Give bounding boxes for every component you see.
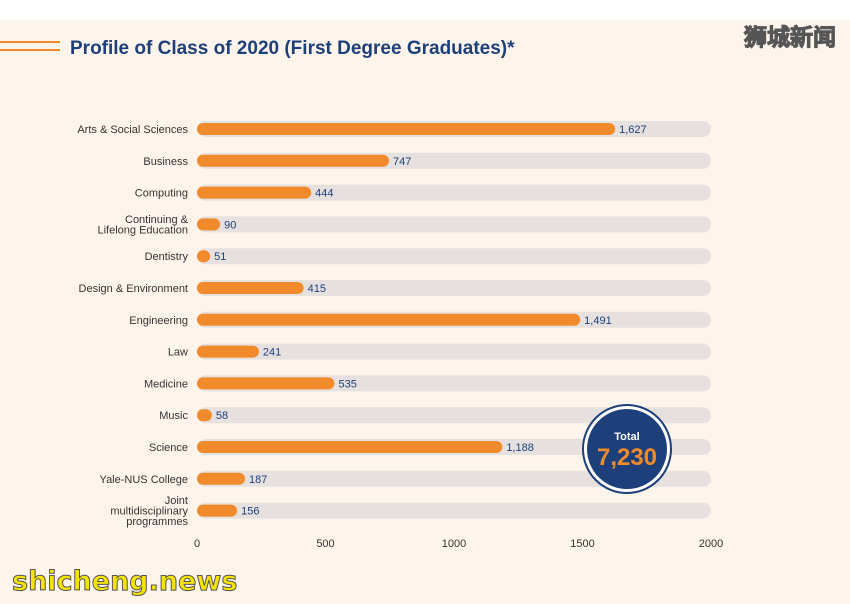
- bar: [197, 313, 581, 326]
- bar-value-label: 1,491: [584, 315, 612, 327]
- bar-value-label: 90: [224, 219, 236, 231]
- title-rule-decoration: [0, 41, 60, 57]
- bar-track: [197, 184, 711, 201]
- category-label: Medicine: [144, 378, 188, 390]
- category-label: Arts & Social Sciences: [77, 124, 188, 136]
- category-label: Science: [149, 442, 188, 454]
- category-label: Continuing &: [125, 214, 189, 226]
- category-label: Computing: [135, 188, 188, 200]
- bar: [197, 472, 246, 485]
- bar-value-label: 187: [249, 474, 267, 486]
- x-tick-label: 0: [194, 538, 200, 550]
- bar-track: [197, 407, 711, 424]
- bar: [197, 186, 312, 199]
- bar: [197, 250, 211, 263]
- category-label: multidisciplinary: [110, 506, 188, 518]
- bar: [197, 409, 212, 422]
- category-label: Law: [168, 347, 188, 359]
- bar-track: [197, 343, 711, 360]
- bar-value-label: 51: [214, 251, 226, 263]
- page-title: Profile of Class of 2020 (First Degree G…: [70, 38, 515, 59]
- bar-value-label: 415: [308, 283, 326, 295]
- total-badge: [587, 409, 667, 489]
- bar: [197, 154, 389, 167]
- category-label: Design & Environment: [79, 283, 188, 295]
- bar-value-label: 58: [216, 410, 228, 422]
- bar: [197, 345, 259, 358]
- category-label: Lifelong Education: [97, 225, 188, 237]
- x-tick-label: 2000: [699, 538, 723, 550]
- watermark-top: 狮城新闻: [744, 25, 837, 52]
- bar: [197, 377, 335, 390]
- bar-value-label: 535: [338, 378, 356, 390]
- bar-track: [197, 502, 711, 519]
- bar: [197, 441, 503, 453]
- bar: [197, 504, 238, 517]
- category-label: Engineering: [129, 315, 188, 327]
- total-badge-value: 7,230: [597, 444, 657, 471]
- category-label: Music: [159, 410, 188, 422]
- bar-track: [197, 248, 711, 265]
- category-label: Dentistry: [145, 251, 189, 263]
- bar-track: [197, 216, 711, 233]
- category-label: Joint: [165, 495, 188, 507]
- x-tick-label: 1000: [442, 538, 466, 550]
- bar-track: [197, 470, 711, 487]
- bar: [197, 282, 304, 294]
- category-label: Business: [143, 156, 188, 168]
- category-label: programmes: [126, 516, 188, 528]
- category-label: Yale-NUS College: [100, 474, 188, 486]
- bar-value-label: 156: [241, 506, 259, 518]
- x-tick-label: 1500: [570, 538, 594, 550]
- bar-value-label: 444: [315, 188, 333, 200]
- bar: [197, 218, 221, 231]
- watermark-bottom: shicheng.news: [11, 566, 238, 598]
- x-tick-label: 500: [316, 538, 334, 550]
- total-badge-label: Total: [614, 431, 639, 443]
- bar-value-label: 241: [263, 347, 281, 359]
- bar-value-label: 1,188: [506, 442, 534, 454]
- bar-value-label: 1,627: [619, 124, 647, 136]
- bar: [197, 123, 616, 135]
- bar-track: [197, 280, 711, 296]
- bar-value-label: 747: [393, 156, 411, 168]
